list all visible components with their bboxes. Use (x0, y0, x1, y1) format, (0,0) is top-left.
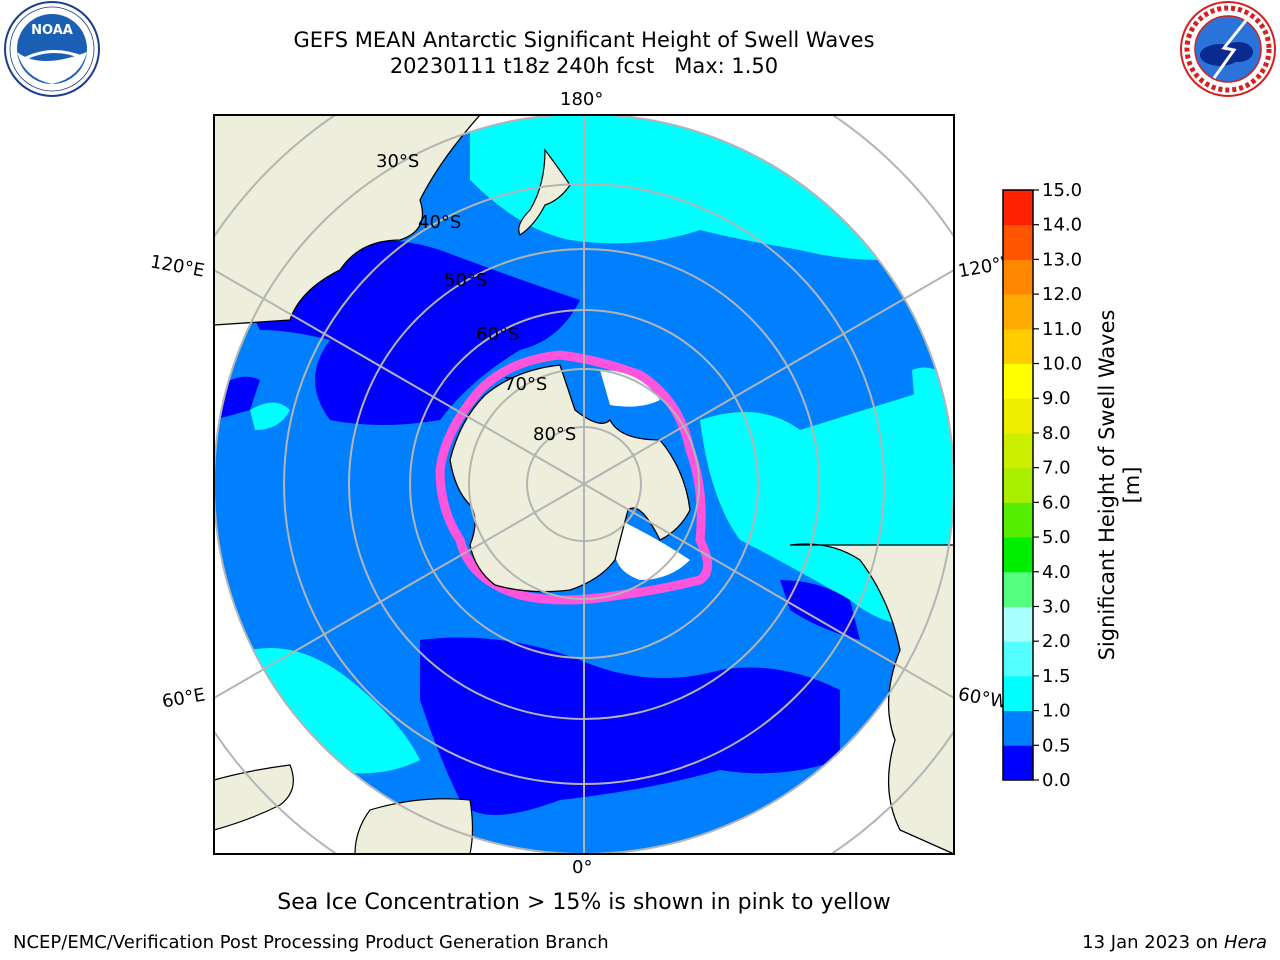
chart-title: GEFS MEAN Antarctic Significant Height o… (293, 28, 875, 52)
colorbar-swatch (1003, 675, 1033, 712)
colorbar-tick-label: 1.5 (1042, 666, 1071, 687)
colorbar-swatch (1003, 224, 1033, 260)
footer-left: NCEP/EMC/Verification Post Processing Pr… (13, 932, 609, 953)
colorbar-swatch (1003, 398, 1033, 434)
colorbar-tick-label: 0.0 (1042, 770, 1071, 791)
colorbar-tick-label: 7.0 (1042, 458, 1071, 479)
colorbar-tick-label: 4.0 (1042, 562, 1071, 583)
colorbar-swatch (1003, 606, 1033, 642)
footer-date: 13 Jan 2023 on (1082, 932, 1224, 953)
lat-label-80s: 80°S (533, 424, 577, 445)
footer-host: Hera (1223, 932, 1267, 953)
colorbar-tick-label: 5.0 (1042, 527, 1071, 548)
colorbar-tick-label: 0.5 (1042, 735, 1071, 756)
colorbar-frame (1002, 189, 1034, 781)
colorbar-swatch (1003, 710, 1033, 746)
colorbar: 0.0 0.5 1.0 1.5 2.0 3.0 4.0 5.0 6.0 7.0 8.0 9.0 10.0… (1002, 180, 1144, 791)
south-america-landmass (789, 543, 954, 854)
colorbar-swatch (1003, 190, 1033, 226)
lat-label-60s: 60°S (476, 324, 520, 345)
colorbar-swatch (1003, 745, 1033, 781)
nws-logo (1180, 1, 1276, 97)
colorbar-tick-label: 10.0 (1042, 354, 1082, 375)
colorbar-tick-label: 11.0 (1042, 319, 1082, 340)
colorbar-tick-label: 9.0 (1042, 388, 1071, 409)
madagascar-landmass (214, 764, 294, 831)
colorbar-label: Significant Height of Swell Waves[m] (1095, 310, 1144, 661)
lat-label-40s: 40°S (418, 212, 462, 233)
colorbar-tick-label: 3.0 (1042, 596, 1071, 617)
sea-ice-ring (435, 350, 712, 605)
noaa-logo: NOAA (4, 1, 100, 97)
colorbar-swatch (1003, 432, 1033, 469)
map-frame (213, 114, 955, 855)
lat-label-30s: 30°S (376, 151, 420, 172)
colorbar-tick-label: 15.0 (1042, 180, 1082, 201)
colorbar-swatch (1003, 363, 1033, 399)
colorbar-swatch (1003, 537, 1033, 573)
lat-label-70s: 70°S (504, 374, 548, 395)
chart-subtitle: 20230111 t18z 240h fcst Max: 1.50 (389, 54, 779, 78)
lon-label-180: 180° (560, 89, 604, 110)
longitude-gridlines (214, 115, 954, 854)
sea-ice-note: Sea Ice Concentration > 15% is shown in … (277, 890, 891, 915)
colorbar-tick-label: 1.0 (1042, 701, 1071, 722)
svg-text:NOAA: NOAA (31, 23, 73, 38)
colorbar-tick-label: 12.0 (1042, 284, 1082, 305)
colorbar-swatch (1003, 641, 1033, 677)
colorbar-tick-label: 2.0 (1042, 631, 1071, 652)
colorbar-swatch (1003, 571, 1033, 607)
footer-right: 13 Jan 2023 on Hera (1082, 932, 1267, 953)
swell-blue-southern (420, 637, 840, 815)
swell-blue-tasman (255, 240, 580, 425)
colorbar-tick-label: 8.0 (1042, 423, 1071, 444)
colorbar-swatch (1003, 467, 1033, 503)
lat-label-50s: 50°S (444, 270, 488, 291)
africa-landmass (354, 798, 474, 854)
colorbar-swatch (1003, 328, 1033, 365)
colorbar-swatch (1003, 259, 1033, 295)
colorbar-tick-label: 14.0 (1042, 215, 1082, 236)
colorbar-tick-label: 6.0 (1042, 492, 1071, 513)
colorbar-swatch (1003, 502, 1033, 538)
colorbar-swatch (1003, 294, 1033, 330)
new-zealand-landmass (518, 148, 571, 236)
colorbar-tick-label: 13.0 (1042, 249, 1082, 270)
lon-label-0: 0° (572, 857, 593, 878)
